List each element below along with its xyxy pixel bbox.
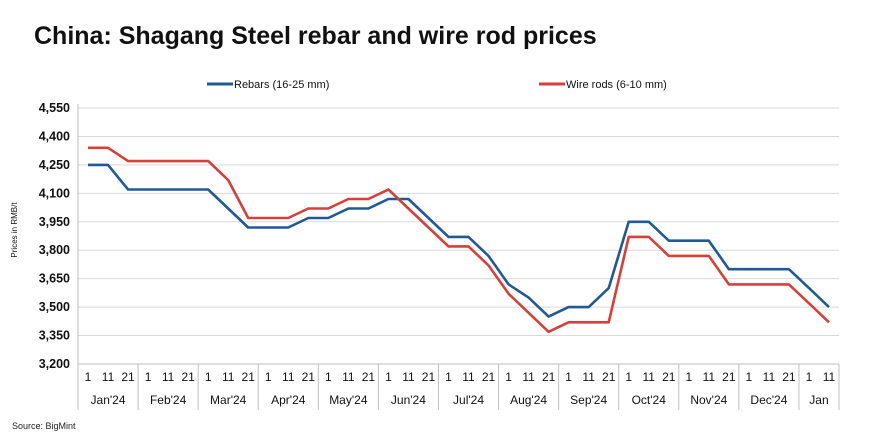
x-tick-11: 21 xyxy=(302,370,316,384)
x-tick-7: 11 xyxy=(222,370,235,384)
x-tick-2: 21 xyxy=(121,370,135,384)
x-tick-5: 21 xyxy=(181,370,195,384)
month-label-10: Nov'24 xyxy=(690,393,727,407)
x-tick-22: 11 xyxy=(522,370,535,384)
x-tick-4: 11 xyxy=(162,370,175,384)
x-tick-32: 21 xyxy=(722,370,736,384)
x-tick-24: 1 xyxy=(565,370,572,384)
chart-title: China: Shagang Steel rebar and wire rod … xyxy=(34,22,597,50)
y-tick-3200: 3,200 xyxy=(39,357,70,371)
month-label-12: Jan xyxy=(809,393,828,407)
y-tick-4550: 4,550 xyxy=(39,101,70,115)
x-tick-20: 21 xyxy=(482,370,496,384)
month-label-9: Oct'24 xyxy=(632,393,667,407)
x-tick-26: 21 xyxy=(602,370,616,384)
x-tick-30: 1 xyxy=(685,370,692,384)
x-tick-34: 11 xyxy=(763,370,776,384)
month-label-5: Jun'24 xyxy=(391,393,426,407)
y-tick-4100: 4,100 xyxy=(39,186,70,200)
legend: Rebars (16-25 mm) Wire rods (6-10 mm) xyxy=(207,79,667,91)
month-label-11: Dec'24 xyxy=(750,393,787,407)
x-tick-12: 1 xyxy=(325,370,332,384)
x-tick-33: 1 xyxy=(746,370,753,384)
x-tick-9: 1 xyxy=(265,370,272,384)
legend-label-wire-rods: Wire rods (6-10 mm) xyxy=(566,79,667,91)
series-line-1 xyxy=(88,146,830,334)
x-tick-10: 11 xyxy=(282,370,295,384)
axes xyxy=(77,104,840,410)
x-tick-29: 21 xyxy=(662,370,676,384)
source-note: Source: BigMint xyxy=(12,421,76,431)
y-tick-3950: 3,950 xyxy=(39,215,70,229)
x-tick-6: 1 xyxy=(205,370,212,384)
series-line-0 xyxy=(88,163,830,318)
x-tick-0: 1 xyxy=(85,370,92,384)
x-tick-18: 1 xyxy=(445,370,452,384)
x-tick-21: 1 xyxy=(505,370,512,384)
x-tick-13: 11 xyxy=(342,370,355,384)
x-tick-37: 11 xyxy=(823,370,836,384)
legend-label-rebars: Rebars (16-25 mm) xyxy=(234,79,329,91)
x-tick-35: 21 xyxy=(782,370,796,384)
x-tick-28: 11 xyxy=(643,370,656,384)
month-labels: Jan'24 Feb'24 Mar'24 Apr'24 May'24 Jun'24 Jul'… xyxy=(91,364,829,410)
y-tick-3650: 3,650 xyxy=(39,272,70,286)
month-label-4: May'24 xyxy=(329,393,368,407)
y-tick-3350: 3,350 xyxy=(39,329,70,343)
y-tick-labels: 3,200 3,350 3,500 3,650 3,800 3,950 4,100 4,250… xyxy=(39,101,70,371)
x-tick-15: 1 xyxy=(385,370,392,384)
x-tick-16: 11 xyxy=(402,370,415,384)
x-tick-31: 11 xyxy=(703,370,716,384)
x-tick-36: 1 xyxy=(806,370,813,384)
month-label-7: Aug'24 xyxy=(510,393,547,407)
x-tick-25: 11 xyxy=(582,370,595,384)
month-label-1: Feb'24 xyxy=(150,393,187,407)
x-tick-1: 11 xyxy=(102,370,115,384)
x-tick-3: 1 xyxy=(145,370,152,384)
y-tick-3500: 3,500 xyxy=(39,300,70,314)
x-tick-labels: 1 11 21 1 11 21 1 11 21 1 11 21 1 11 21 1 11 21 1 11 21 1 11 21… xyxy=(85,370,836,384)
series-lines xyxy=(88,146,830,334)
y-axis-label: Prices in RMB/t xyxy=(10,202,19,258)
month-label-0: Jan'24 xyxy=(91,393,126,407)
month-label-2: Mar'24 xyxy=(210,393,247,407)
x-tick-19: 11 xyxy=(462,370,475,384)
x-tick-14: 21 xyxy=(362,370,376,384)
month-label-3: Apr'24 xyxy=(271,393,306,407)
gridlines xyxy=(78,107,839,337)
y-tick-3800: 3,800 xyxy=(39,243,70,257)
y-tick-4400: 4,400 xyxy=(39,129,70,143)
x-tick-23: 21 xyxy=(542,370,556,384)
month-label-6: Jul'24 xyxy=(453,393,484,407)
x-tick-17: 21 xyxy=(422,370,436,384)
month-label-8: Sep'24 xyxy=(570,393,607,407)
x-tick-8: 21 xyxy=(242,370,256,384)
x-tick-27: 1 xyxy=(625,370,632,384)
y-tick-4250: 4,250 xyxy=(39,158,70,172)
